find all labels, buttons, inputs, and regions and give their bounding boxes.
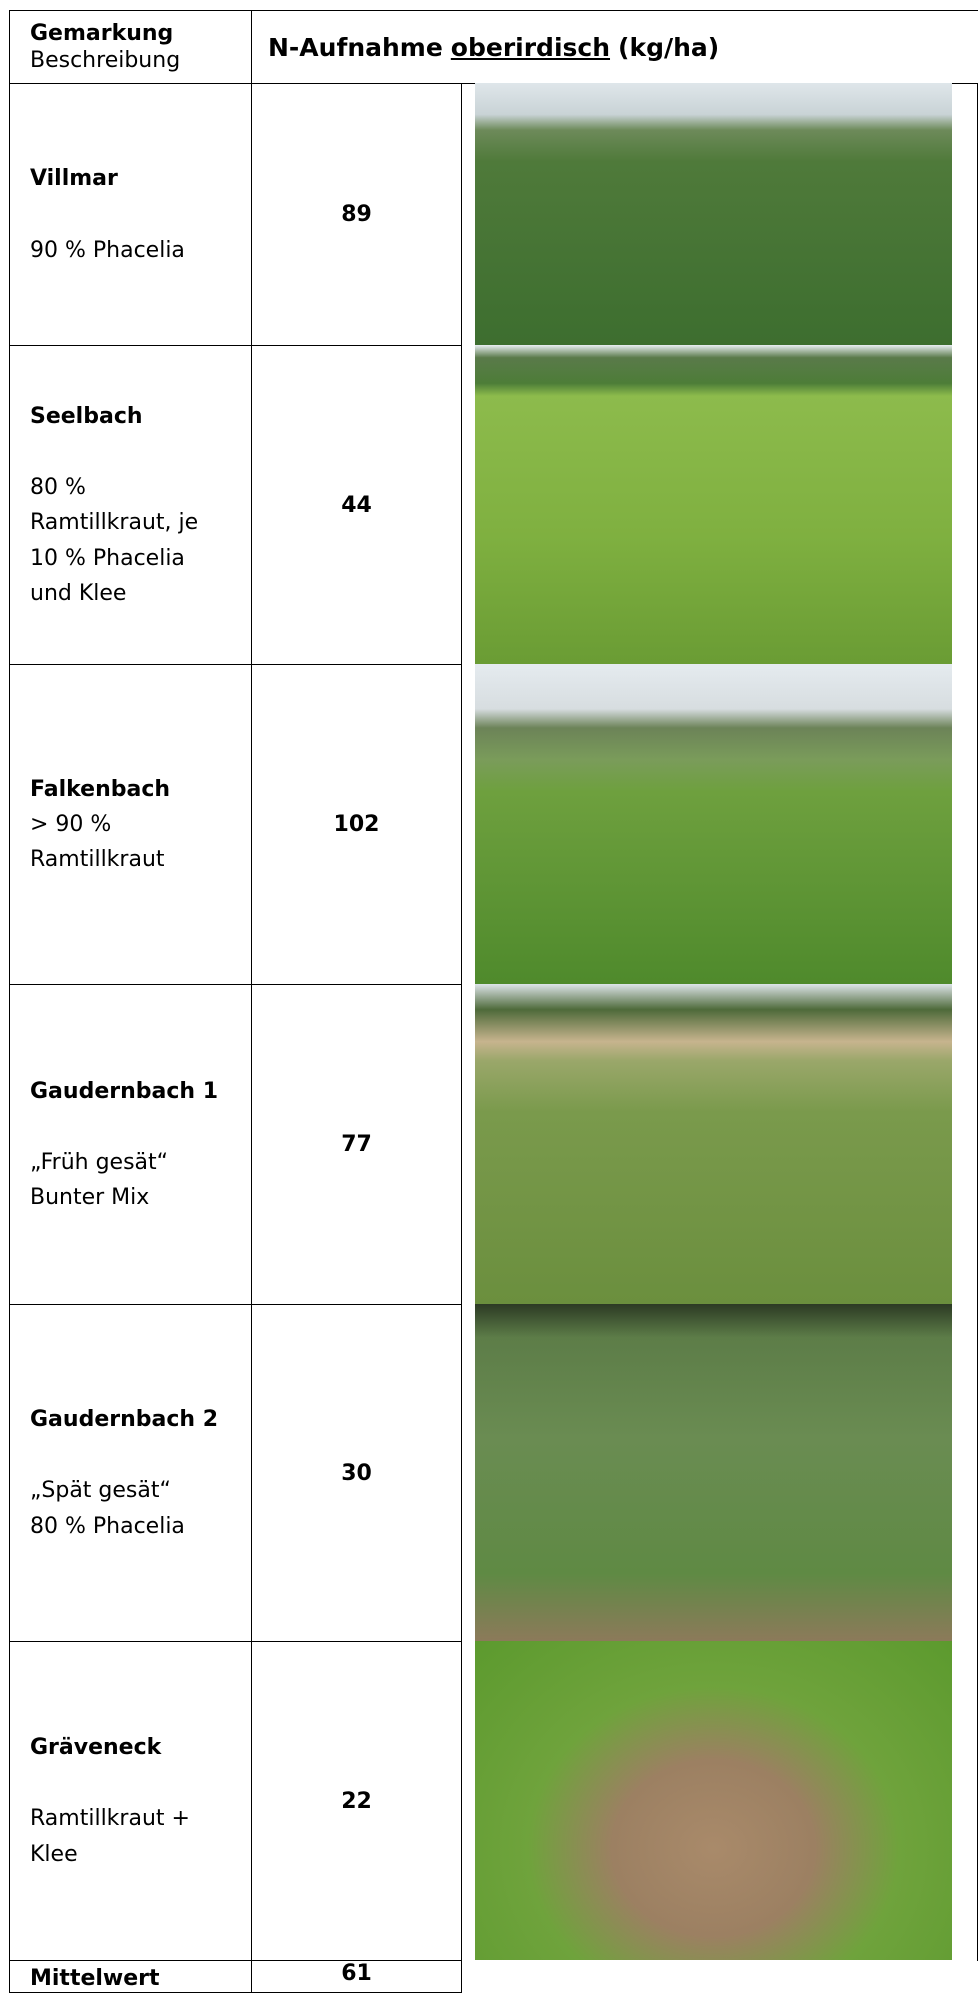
- field-photo: [475, 984, 952, 1304]
- value-cell: 77: [251, 984, 462, 1305]
- field-photo: [475, 345, 952, 664]
- value-cell: 102: [251, 664, 462, 985]
- description: 80 % Phacelia: [30, 1513, 185, 1539]
- location-name: Gaudernbach 2: [30, 1407, 219, 1433]
- photo-cell: [461, 664, 978, 985]
- location-name: Falkenbach: [30, 776, 171, 802]
- field-photo: [475, 1304, 952, 1641]
- description: 80 % Ramtillkraut, je 10 % Phacelia und …: [30, 475, 199, 606]
- value-cell: 22: [251, 1641, 462, 1961]
- field-photo: [475, 664, 952, 984]
- value-cell: 89: [251, 83, 462, 346]
- location-name: Seelbach: [30, 404, 143, 430]
- photo-cell: [461, 984, 978, 1305]
- name-cell: Gräveneck Ramtillkraut + Klee: [9, 1641, 252, 1961]
- footer-label-cell: Mittelwert: [9, 1960, 252, 1993]
- description: Ramtillkraut + Klee: [30, 1806, 190, 1867]
- header-title: Gemarkung: [30, 20, 174, 46]
- header-subtitle: Beschreibung: [30, 48, 181, 73]
- location-name: Gaudernbach 1: [30, 1078, 219, 1104]
- field-photo: [475, 1641, 952, 1960]
- header-text: (kg/ha): [618, 32, 720, 62]
- description: > 90 % Ramtillkraut: [30, 811, 165, 873]
- name-cell: Gaudernbach 1 „Früh gesät“ Bunter Mix: [9, 984, 252, 1305]
- photo-cell: [461, 83, 978, 346]
- header-text: oberirdisch: [450, 32, 611, 62]
- photo-cell: [461, 1641, 978, 1961]
- field-photo: [475, 83, 952, 345]
- description: „Früh gesät“: [30, 1149, 169, 1175]
- description: Bunter Mix: [30, 1185, 150, 1211]
- name-cell: Gaudernbach 2 „Spät gesät“ 80 % Phacelia: [9, 1304, 252, 1642]
- header-cell: N-Aufnahme oberirdisch (kg/ha): [251, 10, 978, 84]
- location-name: Gräveneck: [30, 1735, 162, 1761]
- name-cell: Falkenbach > 90 % Ramtillkraut: [9, 664, 252, 985]
- photo-cell: [461, 345, 978, 665]
- value-cell: 30: [251, 1304, 462, 1642]
- name-cell: Seelbach 80 % Ramtillkraut, je 10 % Phace…: [9, 345, 252, 665]
- location-name: Villmar: [30, 166, 118, 192]
- description: „Spät gesät“: [30, 1478, 171, 1504]
- header-text: N-Aufnahme: [268, 32, 443, 62]
- name-cell: Villmar 90 % Phacelia: [9, 83, 252, 346]
- header-cell: Gemarkung Beschreibung: [9, 10, 252, 84]
- footer-value: 61: [251, 1960, 462, 1993]
- footer-label: Mittelwert: [30, 1966, 160, 1991]
- value-cell: 44: [251, 345, 462, 665]
- photo-cell: [461, 1304, 978, 1642]
- description: 90 % Phacelia: [30, 237, 185, 263]
